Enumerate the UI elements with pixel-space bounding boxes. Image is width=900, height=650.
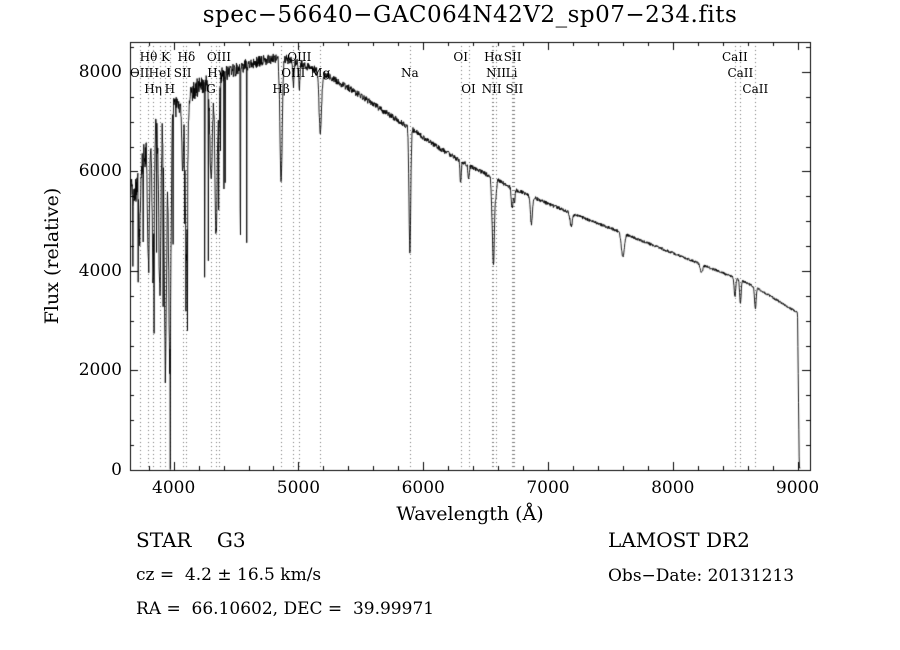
spectrum-plot-canvas — [0, 0, 900, 650]
